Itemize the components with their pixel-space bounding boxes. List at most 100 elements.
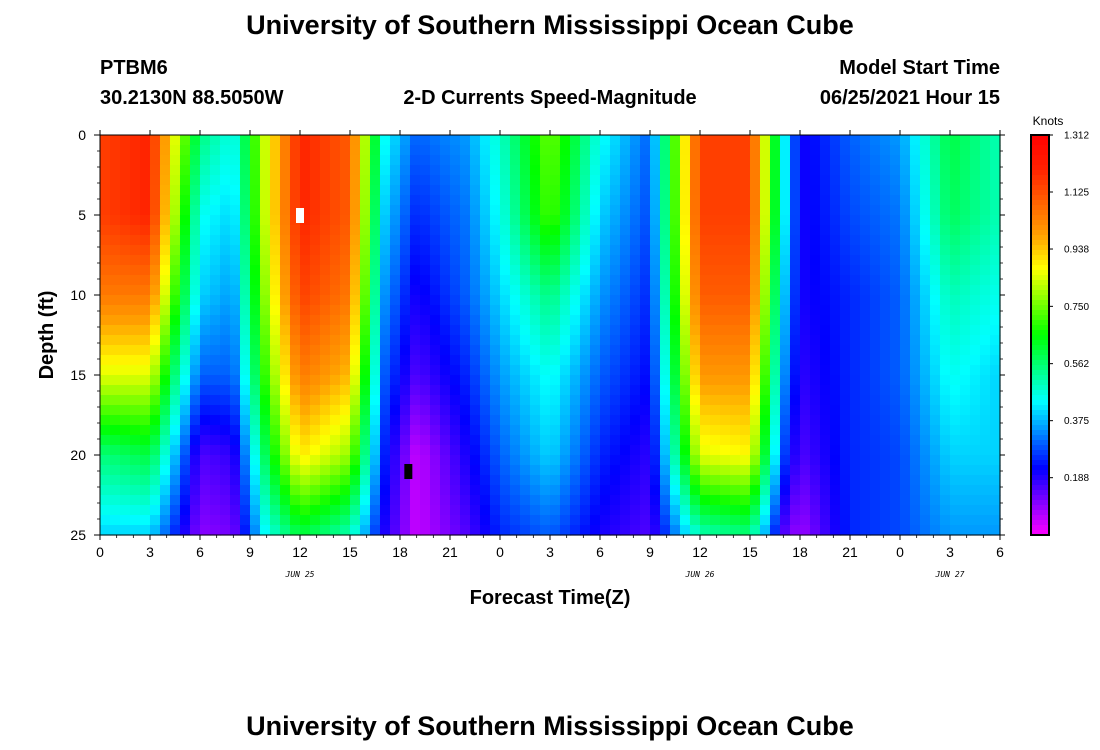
heatmap-cell	[290, 145, 301, 156]
heatmap-cell	[220, 245, 231, 256]
heatmap-cell	[790, 495, 801, 506]
heatmap-cell	[930, 475, 941, 486]
heatmap-cell	[210, 365, 221, 376]
heatmap-cell	[660, 385, 671, 396]
heatmap-cell	[960, 305, 971, 316]
heatmap-cell	[910, 145, 921, 156]
heatmap-cell	[350, 145, 361, 156]
heatmap-cell	[720, 275, 731, 286]
heatmap-cell	[520, 135, 531, 146]
heatmap-cell	[290, 395, 301, 406]
heatmap-cell	[340, 395, 351, 406]
heatmap-cell	[760, 295, 771, 306]
heatmap-cell	[880, 505, 891, 516]
heatmap-cell	[230, 475, 241, 486]
heatmap-cell	[800, 405, 811, 416]
heatmap-cell	[110, 235, 121, 246]
heatmap-cell	[470, 405, 481, 416]
heatmap-cell	[330, 285, 341, 296]
heatmap-cell	[540, 185, 551, 196]
heatmap-cell	[740, 365, 751, 376]
heatmap-cell	[660, 435, 671, 446]
heatmap-cell	[900, 335, 911, 346]
heatmap-cell	[610, 515, 621, 526]
heatmap-cell	[200, 395, 211, 406]
heatmap-cell	[780, 185, 791, 196]
heatmap-cell	[610, 355, 621, 366]
heatmap-cell	[100, 255, 111, 266]
heatmap-cell	[230, 265, 241, 276]
heatmap-cell	[790, 295, 801, 306]
heatmap-cell	[530, 455, 541, 466]
heatmap-cell	[650, 415, 661, 426]
heatmap-cell	[250, 525, 261, 536]
heatmap-cell	[980, 315, 991, 326]
heatmap-cell	[390, 145, 401, 156]
heatmap-cell	[430, 505, 441, 516]
heatmap-cell	[590, 315, 601, 326]
heatmap-cell	[220, 405, 231, 416]
heatmap-cell	[240, 355, 251, 366]
heatmap-cell	[840, 255, 851, 266]
heatmap-cell	[560, 495, 571, 506]
heatmap-cell	[270, 165, 281, 176]
heatmap-cell	[280, 525, 291, 536]
heatmap-cell	[990, 275, 1001, 286]
heatmap-cell	[930, 235, 941, 246]
heatmap-cell	[640, 525, 651, 536]
heatmap-cell	[370, 495, 381, 506]
heatmap-cell	[800, 145, 811, 156]
heatmap-cell	[300, 325, 311, 336]
heatmap-cell	[450, 365, 461, 376]
heatmap-cell	[540, 145, 551, 156]
heatmap-cell	[750, 445, 761, 456]
heatmap-cell	[220, 185, 231, 196]
heatmap-cell	[290, 465, 301, 476]
heatmap-cell	[830, 315, 841, 326]
heatmap-cell	[980, 295, 991, 306]
heatmap-cell	[310, 235, 321, 246]
heatmap-cell	[230, 205, 241, 216]
heatmap-cell	[410, 495, 421, 506]
heatmap-cell	[750, 325, 761, 336]
heatmap-cell	[960, 215, 971, 226]
heatmap-cell	[390, 225, 401, 236]
heatmap-cell	[190, 295, 201, 306]
heatmap-cell	[180, 385, 191, 396]
heatmap-cell	[100, 195, 111, 206]
heatmap-cell	[880, 145, 891, 156]
heatmap-cell	[550, 295, 561, 306]
bottom-title: University of Southern Mississippi Ocean…	[246, 711, 854, 741]
heatmap-cell	[220, 315, 231, 326]
heatmap-cell	[760, 235, 771, 246]
heatmap-cell	[280, 455, 291, 466]
heatmap-cell	[170, 415, 181, 426]
heatmap-cell	[420, 455, 431, 466]
heatmap-cell	[330, 465, 341, 476]
heatmap-cell	[790, 525, 801, 536]
heatmap-cell	[820, 405, 831, 416]
heatmap-cell	[810, 385, 821, 396]
heatmap-cell	[950, 385, 961, 396]
heatmap-cell	[970, 365, 981, 376]
heatmap-cell	[560, 305, 571, 316]
heatmap-cell	[180, 455, 191, 466]
heatmap-cell	[550, 245, 561, 256]
heatmap-cell	[280, 515, 291, 526]
heatmap-cell	[560, 335, 571, 346]
heatmap-cell	[370, 345, 381, 356]
heatmap-cell	[920, 245, 931, 256]
heatmap-cell	[580, 455, 591, 466]
heatmap-cell	[580, 295, 591, 306]
heatmap-cell	[370, 185, 381, 196]
heatmap-cell	[840, 365, 851, 376]
heatmap-cell	[530, 475, 541, 486]
heatmap-cell	[660, 305, 671, 316]
heatmap-cell	[780, 215, 791, 226]
heatmap-cell	[840, 225, 851, 236]
heatmap-cell	[350, 295, 361, 306]
heatmap-cell	[820, 255, 831, 266]
heatmap-cell	[380, 505, 391, 516]
heatmap-cell	[670, 145, 681, 156]
heatmap-cells	[100, 135, 1001, 536]
